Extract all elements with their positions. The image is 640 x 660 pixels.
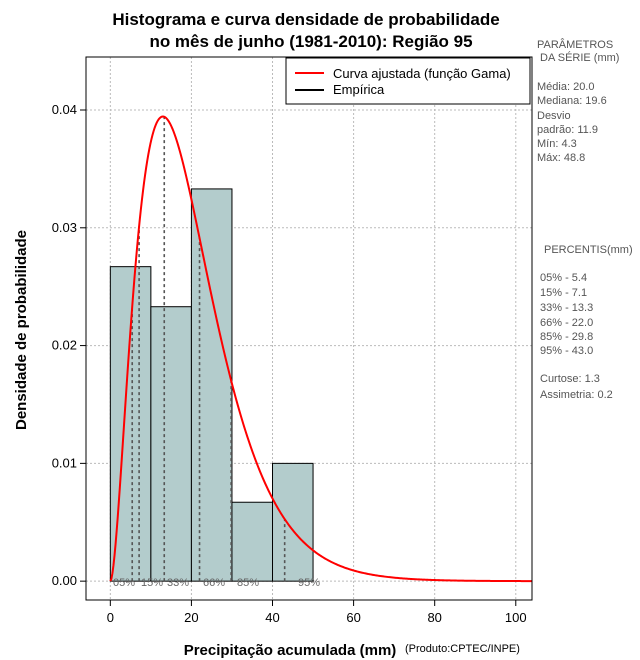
y-tick-label-4: 0.04 xyxy=(52,102,77,117)
percentile-labels: 05% 15% 33% 66% 85% 95% xyxy=(113,577,320,589)
percentile-line-85: 85% - 29.8 xyxy=(540,331,593,343)
percentile-line-15: 15% - 7.1 xyxy=(540,287,587,299)
y-tick-label-1: 0.01 xyxy=(52,455,77,470)
x-tick-label-2: 40 xyxy=(265,610,279,625)
legend-label-empirical: Empírica xyxy=(333,82,385,97)
chart-title-line-1: Histograma e curva densidade de probabil… xyxy=(112,10,499,29)
percentile-label-1: 15% xyxy=(141,577,163,589)
percentile-label-0: 05% xyxy=(113,577,135,589)
percentile-line-33: 33% - 13.3 xyxy=(540,302,593,314)
histogram-bar-3 xyxy=(231,501,274,582)
x-tick-label-1: 20 xyxy=(184,610,198,625)
x-axis-title: Precipitação acumulada (mm) xyxy=(184,642,397,659)
gamma-fit-curve xyxy=(109,115,532,583)
skewness-line: Assimetria: 0.2 xyxy=(540,389,613,401)
series-param-std: padrão: 11.9 xyxy=(537,124,598,136)
y-tick-label-2: 0.02 xyxy=(52,338,77,353)
series-heading-line-1: PARÂMETROS xyxy=(537,38,613,51)
y-tick-label-3: 0.03 xyxy=(52,220,77,235)
legend-label-fit: Curva ajustada (função Gama) xyxy=(333,66,511,81)
percentile-label-2: 33% xyxy=(167,577,189,589)
y-axis-title: Densidade de probabilidade xyxy=(13,230,30,430)
series-parameters-panel: PARÂMETROS DA SÉRIE (mm) Média: 20.0 Med… xyxy=(537,38,619,164)
percentile-label-3: 66% xyxy=(203,577,225,589)
percentiles-heading: PERCENTIS(mm) xyxy=(544,244,633,256)
series-param-mean: Média: 20.0 xyxy=(537,81,594,93)
series-param-max: Máx: 48.8 xyxy=(537,152,585,164)
x-tick-label-0: 0 xyxy=(107,610,114,625)
series-heading-line-2: DA SÉRIE (mm) xyxy=(540,51,619,64)
histogram-bar-2 xyxy=(190,188,233,582)
series-param-min: Mín: 4.3 xyxy=(537,138,577,150)
histogram-bar-1 xyxy=(150,306,192,582)
x-axis-ticks: 0 20 40 60 80 100 xyxy=(107,600,527,625)
plot-frame xyxy=(85,56,533,601)
percentile-label-4: 85% xyxy=(237,577,259,589)
percentile-lines xyxy=(131,116,286,582)
y-axis-ticks: 0.00 0.01 0.02 0.03 0.04 xyxy=(52,102,86,588)
legend-box xyxy=(285,57,531,105)
y-tick-label-0: 0.00 xyxy=(52,573,77,588)
histogram-bars xyxy=(109,188,314,582)
histogram-bar-4 xyxy=(272,462,314,582)
x-tick-label-3: 60 xyxy=(346,610,360,625)
series-param-deviation-label: Desvio xyxy=(537,110,571,122)
series-param-median: Mediana: 19.6 xyxy=(537,95,607,107)
percentiles-panel: PERCENTIS(mm) 05% - 5.4 15% - 7.1 33% - … xyxy=(540,244,633,401)
legend: Curva ajustada (função Gama) Empírica xyxy=(285,57,531,105)
percentile-line-05: 05% - 5.4 xyxy=(540,272,587,284)
chart-title-line-2: no mês de junho (1981-2010): Região 95 xyxy=(149,32,472,51)
percentile-label-5: 95% xyxy=(298,577,320,589)
percentile-line-66: 66% - 22.0 xyxy=(540,317,593,329)
percentile-line-95: 95% - 43.0 xyxy=(540,345,593,357)
x-tick-label-5: 100 xyxy=(505,610,527,625)
x-tick-label-4: 80 xyxy=(427,610,441,625)
kurtosis-line: Curtose: 1.3 xyxy=(540,373,600,385)
credit-text: (Produto:CPTEC/INPE) xyxy=(405,643,520,655)
